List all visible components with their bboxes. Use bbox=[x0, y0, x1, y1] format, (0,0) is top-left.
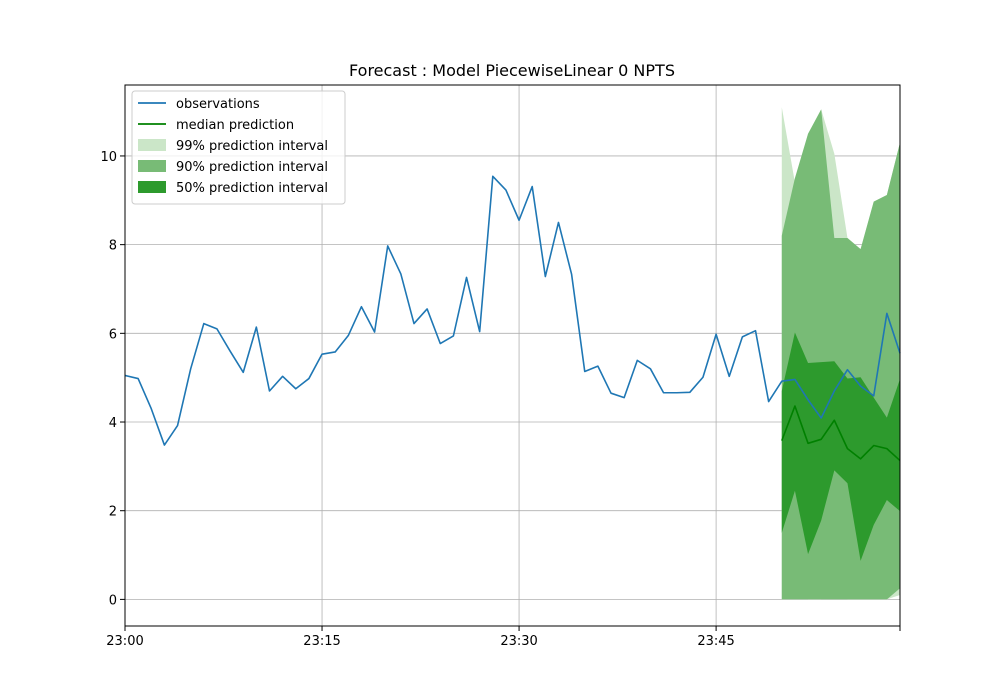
legend-swatch bbox=[138, 160, 166, 172]
legend-label: median prediction bbox=[176, 118, 294, 133]
y-axis: 0 2 4 6 8 10 bbox=[100, 150, 125, 608]
y-tick-label: 2 bbox=[109, 505, 117, 520]
series-lines bbox=[124, 175, 901, 462]
prediction-bands bbox=[781, 107, 900, 600]
y-tick-label: 4 bbox=[109, 416, 117, 431]
plot-frame bbox=[124, 84, 901, 627]
band-50-prediction-interval bbox=[781, 332, 900, 561]
legend-label: 50% prediction interval bbox=[176, 181, 328, 196]
x-axis: 23:00 23:15 23:30 23:45 bbox=[106, 626, 901, 649]
x-tick-label: 23:30 bbox=[500, 634, 537, 649]
y-tick-label: 0 bbox=[109, 593, 117, 608]
legend-box bbox=[131, 90, 346, 205]
x-tick-label: 23:45 bbox=[697, 634, 734, 649]
y-tick-label: 10 bbox=[100, 150, 117, 165]
chart-title: Forecast : Model PiecewiseLinear 0 NPTS bbox=[349, 61, 675, 80]
x-tick-label: 23:00 bbox=[106, 634, 143, 649]
observations-line bbox=[124, 175, 901, 446]
legend-label: 90% prediction interval bbox=[176, 160, 328, 175]
legend-label: 99% prediction interval bbox=[176, 139, 328, 154]
legend-label: observations bbox=[176, 97, 260, 112]
legend: observations median prediction 99% predict… bbox=[131, 90, 346, 205]
median-prediction-line bbox=[781, 405, 901, 462]
legend-swatch bbox=[138, 181, 166, 193]
y-tick-label: 6 bbox=[109, 327, 117, 342]
x-tick-label: 23:15 bbox=[303, 634, 340, 649]
y-tick-label: 8 bbox=[109, 239, 117, 254]
legend-swatch bbox=[138, 139, 166, 151]
